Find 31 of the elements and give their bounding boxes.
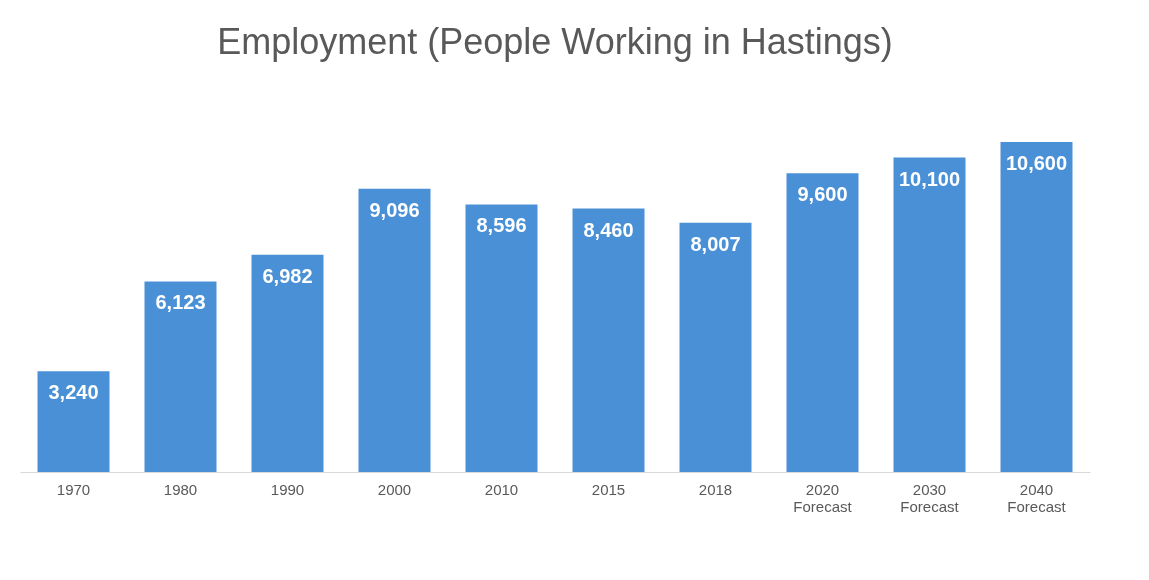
x-tick-label: 2015 xyxy=(591,480,626,498)
bar xyxy=(572,208,645,472)
data-label: 9,600 xyxy=(797,183,848,206)
data-label: 10,100 xyxy=(898,167,961,190)
x-tick-label: 2000 xyxy=(377,480,412,498)
chart-title: Employment (People Working in Hastings) xyxy=(217,21,893,62)
bar xyxy=(37,371,110,472)
bar xyxy=(679,222,752,472)
bar xyxy=(251,254,324,472)
data-label: 9,096 xyxy=(369,198,420,221)
x-tick-label: 2030 Forecast xyxy=(900,480,960,515)
bar xyxy=(465,204,538,472)
data-label: 6,123 xyxy=(155,291,206,314)
x-tick-label: 2020 Forecast xyxy=(793,480,853,515)
data-label: 8,596 xyxy=(476,214,527,237)
x-tick-label: 2010 xyxy=(484,480,519,498)
data-label: 8,460 xyxy=(583,218,634,241)
data-label: 3,240 xyxy=(48,381,99,404)
data-label: 10,600 xyxy=(1005,152,1068,174)
x-tick-label: 1970 xyxy=(56,480,91,498)
bar xyxy=(1000,142,1073,472)
bar xyxy=(144,281,217,472)
bar xyxy=(786,173,859,472)
x-tick-label: 1990 xyxy=(270,480,305,498)
data-label: 8,007 xyxy=(690,232,741,255)
x-tick-label: 2040 Forecast xyxy=(1007,480,1067,515)
bar xyxy=(358,188,431,472)
x-tick-label: 2018 xyxy=(698,480,733,498)
data-label: 6,982 xyxy=(262,264,313,287)
x-tick-label: 1980 xyxy=(163,480,198,498)
bar xyxy=(893,157,966,472)
